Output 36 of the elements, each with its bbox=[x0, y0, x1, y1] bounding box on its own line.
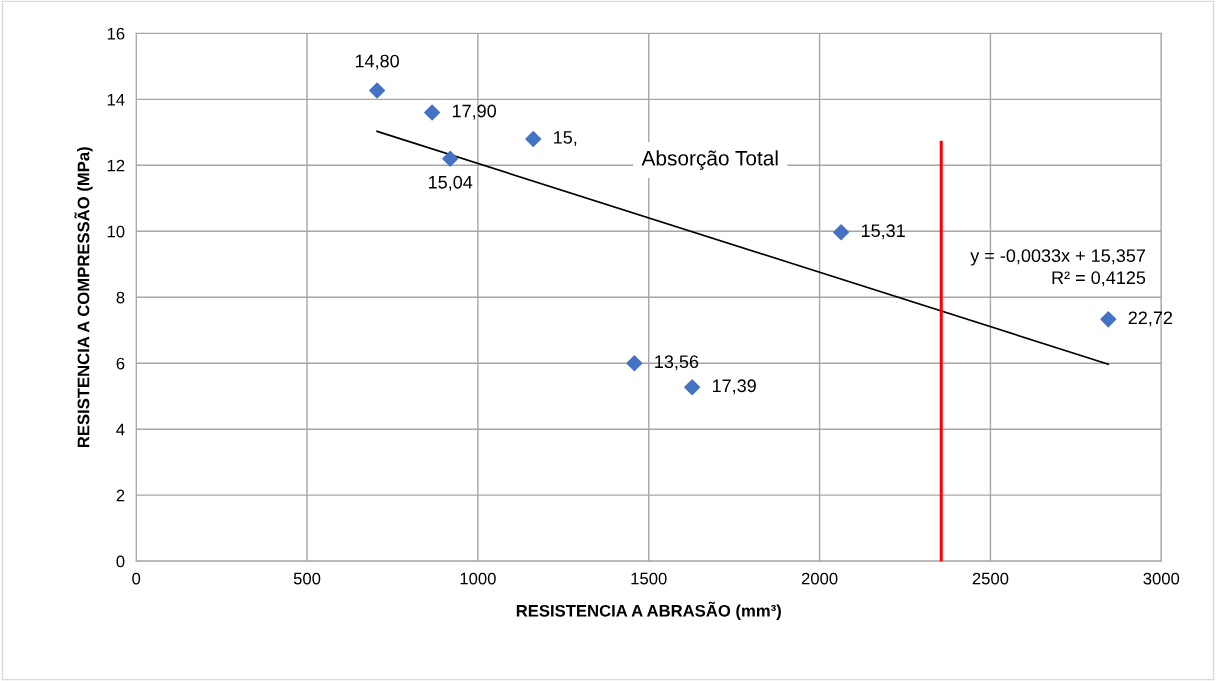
annotation: 13,56 bbox=[655, 355, 699, 371]
point bbox=[833, 224, 850, 241]
point bbox=[525, 130, 542, 147]
annotation: 15,31 bbox=[861, 224, 905, 240]
x-tick-label: 1000 bbox=[460, 572, 496, 585]
y-tick-label: 14 bbox=[107, 93, 125, 106]
x-tick-label: 3000 bbox=[1143, 572, 1180, 585]
point bbox=[1100, 311, 1117, 328]
y-tick-label: 10 bbox=[107, 225, 125, 238]
y-tick-label: 2 bbox=[116, 489, 125, 502]
x-axis-title: RESISTENCIA A ABRASÃO (mm³) bbox=[516, 601, 781, 620]
point bbox=[369, 82, 386, 99]
annotation: 22,72 bbox=[1128, 311, 1173, 327]
y-tick-label: 12 bbox=[107, 159, 125, 172]
y-tick-label: 6 bbox=[116, 357, 125, 370]
x-tick-label: 2000 bbox=[801, 572, 838, 585]
annotation: 17,39 bbox=[712, 379, 756, 395]
annotation: y = -0,0033x + 15,357 R² = 0,4125 bbox=[970, 249, 1146, 287]
x-tick-label: 500 bbox=[293, 572, 321, 585]
annotation: 17,90 bbox=[452, 104, 497, 120]
x-tick-label: 1500 bbox=[631, 572, 667, 585]
annotation: 15,04 bbox=[429, 175, 473, 191]
annotation: 15, bbox=[554, 131, 577, 146]
point bbox=[424, 104, 441, 121]
y-tick-label: 16 bbox=[107, 27, 125, 40]
point bbox=[684, 379, 701, 396]
x-tick-label: 2500 bbox=[972, 572, 1009, 585]
x-tick-label: 0 bbox=[132, 572, 141, 585]
annotation: 14,80 bbox=[355, 54, 399, 70]
y-tick-label: 0 bbox=[116, 555, 125, 568]
y-tick-label: 8 bbox=[116, 291, 125, 304]
point bbox=[626, 355, 643, 372]
y-tick-label: 4 bbox=[116, 423, 125, 436]
annotation: Absorção Total bbox=[641, 150, 778, 170]
y-axis-title: RESISTENCIA A COMPRESSÃO (MPa) bbox=[74, 147, 93, 448]
point bbox=[442, 150, 459, 167]
